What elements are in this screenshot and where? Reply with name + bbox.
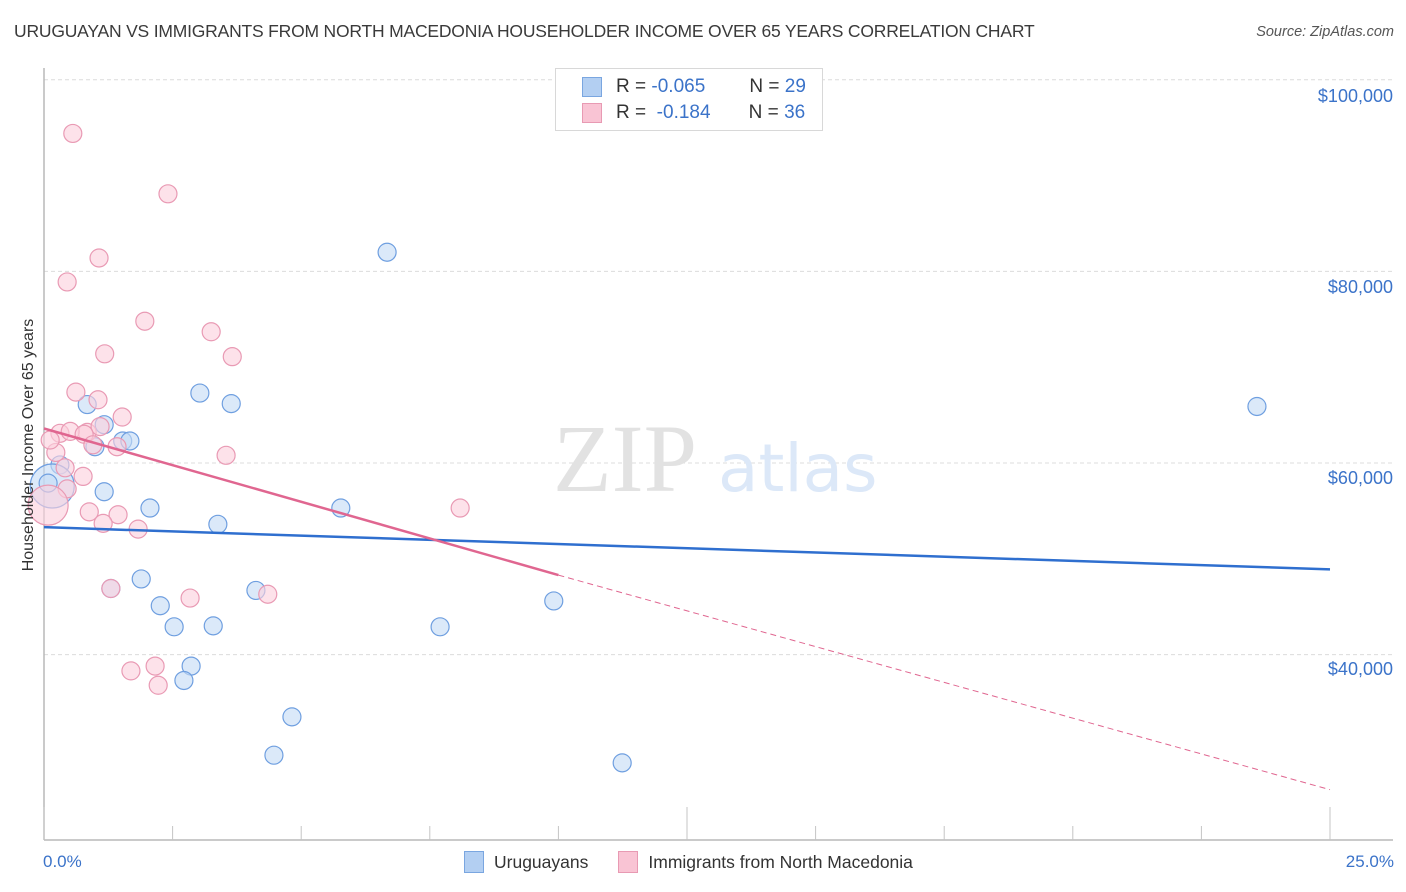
data-point[interactable] — [377, 242, 397, 262]
data-point[interactable] — [121, 661, 141, 681]
legend-row-uruguayans: R = -0.065 N = 29 — [582, 75, 806, 99]
data-point[interactable] — [264, 745, 284, 765]
data-point[interactable] — [544, 591, 564, 611]
n-value: 36 — [784, 102, 806, 123]
data-point[interactable] — [203, 616, 223, 636]
data-point[interactable] — [201, 322, 221, 342]
data-point[interactable] — [66, 382, 86, 402]
data-point[interactable] — [73, 466, 93, 487]
r-label: R = — [616, 102, 647, 123]
data-point[interactable] — [190, 383, 210, 403]
data-point[interactable] — [180, 588, 200, 608]
data-point[interactable] — [140, 498, 160, 518]
data-point[interactable] — [150, 596, 170, 616]
legend-label: Immigrants from North Macedonia — [648, 851, 913, 872]
data-point[interactable] — [258, 584, 278, 604]
n-label: N = — [748, 102, 779, 123]
y-tick-80000: $80,000 — [1327, 277, 1393, 297]
zipatlas-watermark: ZIP atlas — [553, 405, 878, 512]
data-point[interactable] — [450, 498, 470, 518]
legend-swatch-pink — [618, 851, 639, 873]
legend-row-north-macedonia: R = -0.184 N = 36 — [582, 101, 805, 125]
data-point[interactable] — [164, 617, 184, 637]
r-value: -0.184 — [656, 102, 711, 123]
data-point[interactable] — [88, 390, 108, 410]
data-point[interactable] — [158, 184, 178, 204]
legend-item-north-macedonia[interactable]: Immigrants from North Macedonia — [618, 851, 913, 873]
y-tick-60000: $60,000 — [1327, 468, 1393, 488]
source-label: Source: ZipAtlas.com — [1256, 24, 1394, 40]
data-point[interactable] — [174, 670, 194, 691]
legend-label: Uruguayans — [494, 851, 589, 872]
series-legend: Uruguayans Immigrants from North Macedon… — [464, 851, 943, 873]
watermark-zip: ZIP — [553, 405, 697, 512]
data-point[interactable] — [131, 569, 151, 589]
trend-line-north-macedonia — [43, 427, 559, 577]
n-label: N = — [749, 76, 780, 97]
gridlines — [44, 79, 1393, 656]
y-tick-100000: $100,000 — [1317, 86, 1393, 106]
legend-item-uruguayans[interactable]: Uruguayans — [464, 851, 588, 873]
data-point[interactable] — [430, 617, 450, 637]
data-point[interactable] — [108, 505, 128, 525]
y-axis-label: Householder Income Over 65 years — [20, 318, 37, 572]
data-point[interactable] — [148, 675, 168, 695]
trend-lines — [43, 427, 1331, 791]
data-point[interactable] — [135, 311, 155, 331]
data-point[interactable] — [221, 394, 241, 414]
trend-line-north-macedonia-extrapolated — [558, 574, 1331, 791]
data-point[interactable] — [101, 578, 121, 599]
data-point[interactable] — [1247, 396, 1267, 417]
data-point[interactable] — [57, 272, 77, 292]
correlation-legend: R = -0.065 N = 29 R = -0.184 N = 36 — [555, 68, 823, 131]
data-point[interactable] — [282, 707, 302, 727]
data-point[interactable] — [89, 248, 109, 268]
data-point[interactable] — [612, 753, 632, 773]
x-tick-0: 0.0% — [43, 852, 82, 871]
r-label: R = — [616, 76, 647, 97]
legend-swatch-blue — [582, 77, 602, 97]
data-point[interactable] — [55, 458, 75, 478]
data-point[interactable] — [90, 416, 110, 437]
data-point[interactable] — [208, 514, 228, 534]
trend-line-uruguayans — [43, 525, 1331, 571]
data-point[interactable] — [79, 502, 99, 522]
data-point[interactable] — [27, 484, 69, 526]
watermark-atlas: atlas — [718, 430, 878, 507]
data-point[interactable] — [216, 445, 236, 465]
chart-title: URUGUAYAN VS IMMIGRANTS FROM NORTH MACED… — [14, 21, 1035, 41]
legend-swatch-pink — [582, 103, 602, 123]
n-value: 29 — [784, 76, 806, 97]
data-point[interactable] — [222, 347, 242, 367]
data-point[interactable] — [95, 344, 115, 364]
data-point[interactable] — [94, 482, 114, 502]
axes — [43, 68, 1393, 841]
y-tick-40000: $40,000 — [1327, 659, 1393, 679]
r-value: -0.065 — [651, 76, 706, 97]
data-point[interactable] — [145, 656, 165, 676]
data-point[interactable] — [112, 407, 132, 427]
data-point[interactable] — [40, 430, 60, 450]
legend-swatch-blue — [464, 851, 484, 873]
data-point[interactable] — [63, 123, 83, 144]
x-tick-25: 25.0% — [1345, 852, 1394, 871]
